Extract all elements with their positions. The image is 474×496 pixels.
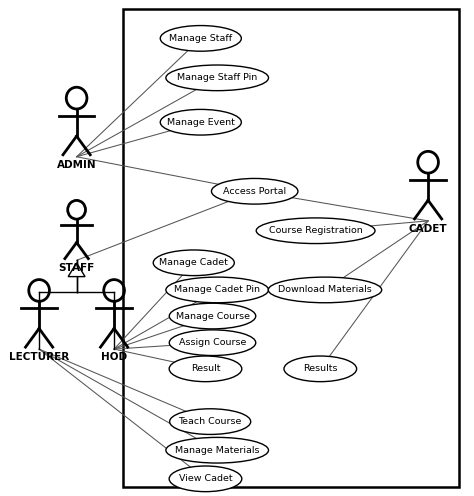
Text: LECTURER: LECTURER [9, 352, 69, 362]
Text: Access Portal: Access Portal [223, 187, 286, 196]
Text: Manage Cadet Pin: Manage Cadet Pin [174, 285, 260, 295]
Text: HOD: HOD [101, 352, 127, 362]
Text: Manage Staff: Manage Staff [169, 34, 232, 43]
Ellipse shape [169, 356, 242, 381]
Text: View Cadet: View Cadet [179, 474, 232, 483]
Text: CADET: CADET [409, 224, 447, 234]
FancyBboxPatch shape [123, 9, 458, 487]
Text: Manage Materials: Manage Materials [175, 446, 259, 455]
Ellipse shape [166, 65, 268, 91]
Ellipse shape [160, 110, 241, 135]
Ellipse shape [166, 437, 268, 463]
Text: Manage Event: Manage Event [167, 118, 235, 127]
Ellipse shape [169, 466, 242, 492]
Ellipse shape [211, 179, 298, 204]
Text: Download Materials: Download Materials [278, 285, 372, 295]
Text: Course Registration: Course Registration [269, 226, 363, 235]
Ellipse shape [153, 250, 234, 276]
Ellipse shape [160, 26, 241, 51]
Ellipse shape [169, 330, 256, 356]
Text: Manage Cadet: Manage Cadet [159, 258, 228, 267]
Text: Result: Result [191, 365, 220, 373]
Ellipse shape [170, 409, 251, 434]
Text: Assign Course: Assign Course [179, 338, 246, 347]
Ellipse shape [169, 303, 256, 329]
Ellipse shape [284, 356, 356, 381]
Text: Manage Course: Manage Course [175, 311, 249, 320]
Text: Results: Results [303, 365, 337, 373]
Polygon shape [68, 263, 85, 277]
Ellipse shape [166, 277, 268, 303]
Text: Teach Course: Teach Course [179, 417, 242, 426]
Text: STAFF: STAFF [58, 263, 95, 273]
Text: Manage Staff Pin: Manage Staff Pin [177, 73, 257, 82]
Text: ADMIN: ADMIN [57, 160, 96, 170]
Ellipse shape [268, 277, 382, 303]
Ellipse shape [256, 218, 375, 244]
